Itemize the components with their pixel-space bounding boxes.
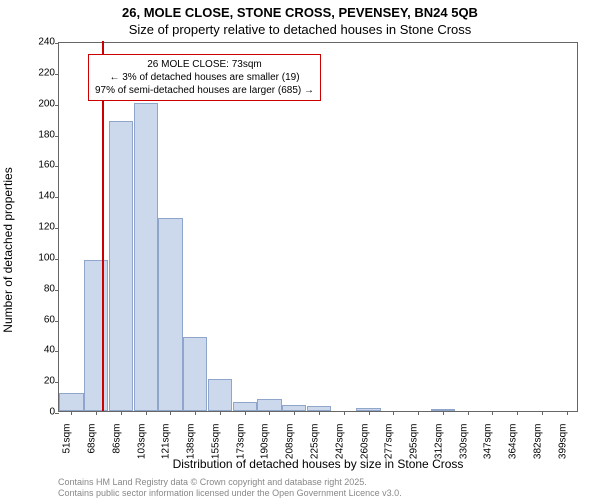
x-tick-mark bbox=[418, 411, 419, 415]
x-tick-label: 138sqm bbox=[186, 424, 197, 469]
y-tick-label: 120 bbox=[38, 222, 55, 233]
y-tick-mark bbox=[55, 136, 59, 137]
x-tick-mark bbox=[121, 411, 122, 415]
y-tick-label: 160 bbox=[38, 160, 55, 171]
footer-line2: Contains public sector information licen… bbox=[58, 488, 402, 498]
y-tick-label: 80 bbox=[44, 283, 55, 294]
x-tick-mark bbox=[443, 411, 444, 415]
x-tick-mark bbox=[517, 411, 518, 415]
x-tick-mark bbox=[567, 411, 568, 415]
annotation-line2: ← 3% of detached houses are smaller (19) bbox=[95, 71, 314, 84]
y-tick-mark bbox=[55, 259, 59, 260]
x-tick-mark bbox=[71, 411, 72, 415]
y-tick-label: 100 bbox=[38, 252, 55, 263]
x-tick-label: 312sqm bbox=[433, 424, 444, 469]
histogram-bar bbox=[356, 408, 380, 411]
x-tick-mark bbox=[542, 411, 543, 415]
y-tick-label: 40 bbox=[44, 345, 55, 356]
x-tick-label: 121sqm bbox=[161, 424, 172, 469]
x-tick-label: 399sqm bbox=[557, 424, 568, 469]
x-tick-mark bbox=[319, 411, 320, 415]
x-tick-mark bbox=[393, 411, 394, 415]
histogram-bar bbox=[431, 409, 455, 411]
x-tick-mark bbox=[220, 411, 221, 415]
y-tick-label: 180 bbox=[38, 129, 55, 140]
x-tick-label: 277sqm bbox=[384, 424, 395, 469]
y-tick-label: 20 bbox=[44, 376, 55, 387]
x-tick-label: 225sqm bbox=[310, 424, 321, 469]
y-tick-label: 140 bbox=[38, 191, 55, 202]
y-tick-mark bbox=[55, 351, 59, 352]
chart-title-line1: 26, MOLE CLOSE, STONE CROSS, PEVENSEY, B… bbox=[0, 5, 600, 20]
y-tick-label: 240 bbox=[38, 37, 55, 48]
x-tick-label: 242sqm bbox=[334, 424, 345, 469]
x-tick-mark bbox=[170, 411, 171, 415]
x-tick-mark bbox=[369, 411, 370, 415]
histogram-bar bbox=[84, 260, 108, 411]
annotation-line3: 97% of semi-detached houses are larger (… bbox=[95, 84, 314, 97]
histogram-bar bbox=[282, 405, 306, 411]
x-tick-mark bbox=[492, 411, 493, 415]
y-tick-label: 220 bbox=[38, 67, 55, 78]
x-tick-label: 103sqm bbox=[136, 424, 147, 469]
chart-title-line2: Size of property relative to detached ho… bbox=[0, 22, 600, 37]
y-tick-mark bbox=[55, 105, 59, 106]
y-tick-mark bbox=[55, 166, 59, 167]
x-tick-label: 382sqm bbox=[532, 424, 543, 469]
x-tick-label: 190sqm bbox=[260, 424, 271, 469]
y-tick-label: 0 bbox=[49, 407, 55, 418]
annotation-box: 26 MOLE CLOSE: 73sqm← 3% of detached hou… bbox=[88, 54, 321, 101]
y-tick-label: 60 bbox=[44, 314, 55, 325]
x-tick-mark bbox=[195, 411, 196, 415]
histogram-bar bbox=[134, 103, 158, 411]
histogram-bar bbox=[158, 218, 182, 411]
y-tick-mark bbox=[55, 321, 59, 322]
x-tick-mark bbox=[269, 411, 270, 415]
x-tick-label: 208sqm bbox=[285, 424, 296, 469]
footer-line1: Contains HM Land Registry data © Crown c… bbox=[58, 477, 367, 487]
annotation-line1: 26 MOLE CLOSE: 73sqm bbox=[95, 58, 314, 71]
x-tick-mark bbox=[344, 411, 345, 415]
x-tick-label: 330sqm bbox=[458, 424, 469, 469]
histogram-bar bbox=[59, 393, 83, 412]
x-tick-label: 295sqm bbox=[409, 424, 420, 469]
y-tick-mark bbox=[55, 74, 59, 75]
y-tick-mark bbox=[55, 413, 59, 414]
x-tick-label: 51sqm bbox=[62, 424, 73, 469]
x-tick-label: 173sqm bbox=[235, 424, 246, 469]
x-tick-label: 347sqm bbox=[483, 424, 494, 469]
x-tick-mark bbox=[146, 411, 147, 415]
histogram-bar bbox=[183, 337, 207, 411]
histogram-bar bbox=[208, 379, 232, 411]
x-tick-mark bbox=[96, 411, 97, 415]
y-tick-mark bbox=[55, 228, 59, 229]
x-tick-label: 260sqm bbox=[359, 424, 370, 469]
x-tick-mark bbox=[294, 411, 295, 415]
histogram-bar bbox=[233, 402, 257, 411]
y-axis-label: Number of detached properties bbox=[1, 167, 15, 332]
histogram-bar bbox=[257, 399, 281, 411]
histogram-bar bbox=[109, 121, 133, 411]
x-tick-mark bbox=[245, 411, 246, 415]
x-tick-label: 68sqm bbox=[87, 424, 98, 469]
chart-container: 26, MOLE CLOSE, STONE CROSS, PEVENSEY, B… bbox=[0, 0, 600, 500]
x-tick-label: 364sqm bbox=[508, 424, 519, 469]
y-tick-label: 200 bbox=[38, 98, 55, 109]
x-tick-label: 155sqm bbox=[210, 424, 221, 469]
y-tick-mark bbox=[55, 197, 59, 198]
y-tick-mark bbox=[55, 290, 59, 291]
x-tick-mark bbox=[468, 411, 469, 415]
x-tick-label: 86sqm bbox=[111, 424, 122, 469]
y-tick-mark bbox=[55, 382, 59, 383]
y-tick-mark bbox=[55, 43, 59, 44]
histogram-bar bbox=[307, 406, 331, 411]
